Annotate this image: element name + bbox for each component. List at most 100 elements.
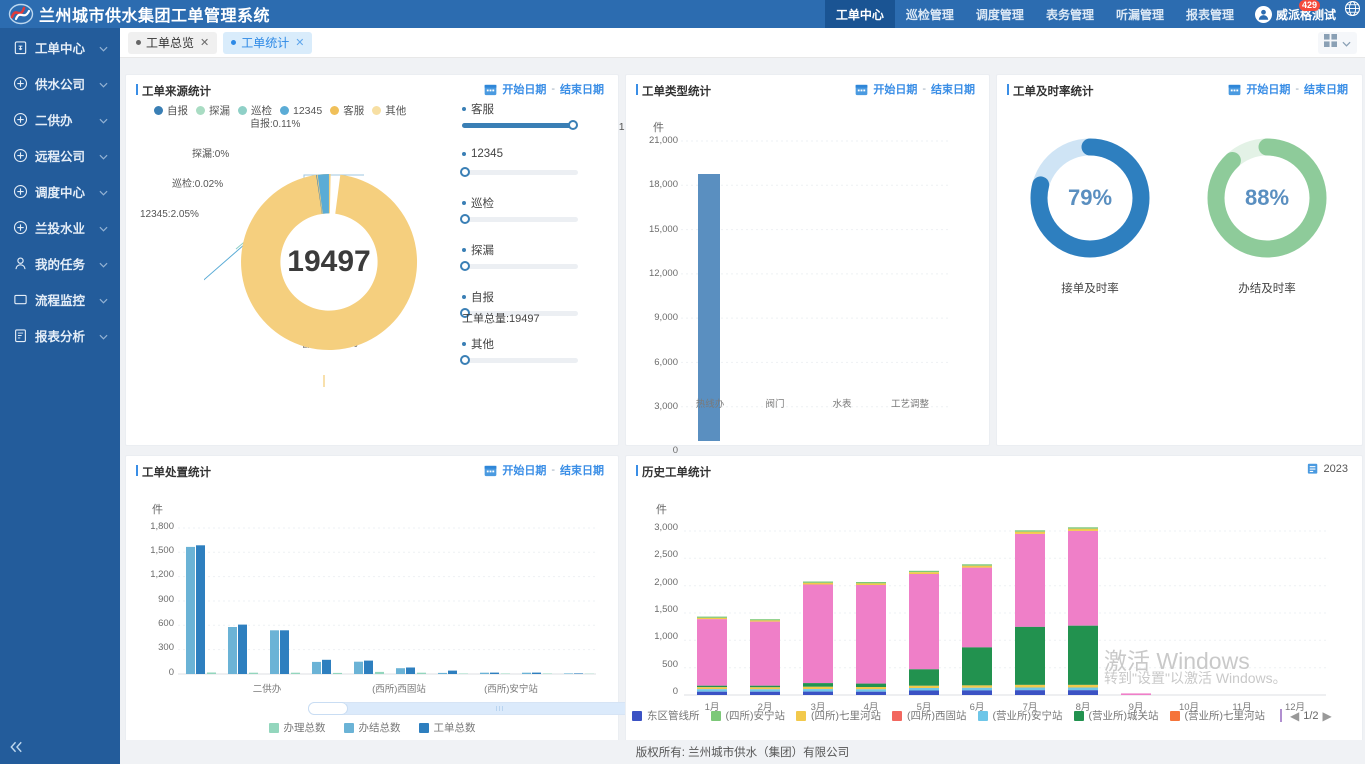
chevron-down-icon[interactable] xyxy=(99,113,108,127)
legend-item[interactable]: 巡检 xyxy=(238,103,272,118)
year-picker[interactable]: 2023 xyxy=(1307,462,1348,475)
chevron-down-icon[interactable] xyxy=(99,41,108,55)
sidebar-collapse-button[interactable] xyxy=(0,735,120,764)
sidebar-item-gongshuigongsi[interactable]: 供水公司 xyxy=(0,66,120,100)
bar-chart-disposal[interactable] xyxy=(126,520,620,700)
date-end[interactable]: 结束日期 xyxy=(560,465,604,477)
monitor-icon xyxy=(12,291,28,307)
sidebar-item-gongdanzhongxin[interactable]: 工单中心 xyxy=(0,30,120,64)
legend-item[interactable]: 办结总数 xyxy=(343,720,401,735)
topnav-item-baobiao[interactable]: 报表管理 xyxy=(1185,7,1234,22)
chevron-down-icon[interactable] xyxy=(99,77,108,91)
scrollbar-handle-left[interactable] xyxy=(308,702,348,715)
sidebar-item-woderenwu[interactable]: 我的任务 xyxy=(0,246,120,280)
date-start[interactable]: 开始日期 xyxy=(1246,84,1291,96)
legend-item[interactable]: (四所)西固站 xyxy=(892,708,967,723)
date-end[interactable]: 结束日期 xyxy=(1304,84,1348,96)
chevron-down-icon[interactable] xyxy=(99,293,108,307)
legend-item[interactable]: (四所)安宁站 xyxy=(710,708,785,723)
sidebar-item-yuanchenggongsi[interactable]: 远程公司 xyxy=(0,138,120,172)
slider-label: 自报 xyxy=(462,289,612,305)
layout-grid-toggle[interactable] xyxy=(1318,32,1357,54)
chevron-down-icon[interactable] xyxy=(99,221,108,235)
legend-item[interactable]: 办理总数 xyxy=(268,720,326,735)
slider-row-qita[interactable]: 其他 13 xyxy=(460,336,648,374)
slider-track[interactable] xyxy=(460,261,578,271)
date-start[interactable]: 开始日期 xyxy=(502,84,547,96)
chevron-down-icon[interactable] xyxy=(99,329,108,343)
slider-row-kefu[interactable]: 客服 19059 xyxy=(462,101,648,139)
user-menu[interactable]: 威派格测试 429 xyxy=(1245,0,1342,28)
close-icon[interactable]: ✕ xyxy=(200,37,210,49)
x-tick: 阀门 xyxy=(765,399,785,410)
sidebar-item-lantoushuiye[interactable]: 兰投水业 xyxy=(0,210,120,244)
topnav-item-diaodu[interactable]: 调度管理 xyxy=(975,7,1024,22)
stacked-bar-chart-history[interactable] xyxy=(626,520,1364,715)
legend-item[interactable]: 东区管线所 xyxy=(632,708,700,723)
legend-next-page-icon[interactable]: ▶ xyxy=(1322,708,1332,723)
close-icon[interactable]: ✕ xyxy=(295,37,305,49)
double-chevron-left-icon xyxy=(8,740,25,759)
bar-chart-type[interactable] xyxy=(626,131,991,441)
slider-row-tanlou[interactable]: 探漏 1 xyxy=(460,242,648,280)
legend-prev-page-icon[interactable]: ◀ xyxy=(1290,708,1300,723)
history-legend: 东区管线所 (四所)安宁站 (四所)七里河站 (四所)西固站 (营业所)安宁站 … xyxy=(632,708,1332,723)
slider-track[interactable] xyxy=(460,355,578,365)
sidebar-item-diaoduzhongxin[interactable]: 调度中心 xyxy=(0,174,120,208)
slider-track[interactable] xyxy=(460,308,578,318)
sidebar-item-ergongban[interactable]: 二供办 xyxy=(0,102,120,136)
slider-row-12345[interactable]: 12345 400 xyxy=(460,148,648,186)
date-end[interactable]: 结束日期 xyxy=(560,84,604,96)
grid-icon xyxy=(1324,34,1337,52)
tab-gongdanzonglan[interactable]: 工单总览 ✕ xyxy=(128,31,218,54)
sidebar-item-liuchengjiankong[interactable]: 流程监控 xyxy=(0,282,120,316)
chevron-down-icon[interactable] xyxy=(99,149,108,163)
topnav-item-tinglou[interactable]: 听漏管理 xyxy=(1115,7,1164,22)
topnav-item-biaowu[interactable]: 表务管理 xyxy=(1045,7,1094,22)
legend-item[interactable]: 工单总数 xyxy=(418,720,476,735)
date-end[interactable]: 结束日期 xyxy=(931,84,975,96)
topnav-item-xunjian[interactable]: 巡检管理 xyxy=(905,7,954,22)
chevron-down-icon[interactable] xyxy=(99,257,108,271)
legend-item[interactable]: (营业所)安宁站 xyxy=(977,708,1063,723)
legend-item[interactable]: (营业所)城关站 xyxy=(1073,708,1159,723)
globe-icon[interactable] xyxy=(1344,0,1361,28)
sidebar-label: 供水公司 xyxy=(35,77,86,92)
legend-item[interactable]: 探漏 xyxy=(196,103,230,118)
slider-track[interactable] xyxy=(460,167,578,177)
x-tick: (西所)安宁站 xyxy=(484,684,538,695)
y-tick: 1,200 xyxy=(150,569,174,580)
legend-item[interactable]: 其他 xyxy=(372,103,406,118)
chevron-down-icon[interactable] xyxy=(99,185,108,199)
gauge-accept-rate[interactable]: 79% xyxy=(1025,133,1155,263)
date-start[interactable]: 开始日期 xyxy=(873,84,918,96)
plus-circle-icon xyxy=(12,111,28,127)
notification-badge[interactable]: 429 xyxy=(1298,0,1320,11)
sidebar-item-baobiaofenxi[interactable]: 报表分析 xyxy=(0,318,120,352)
slider-track[interactable] xyxy=(462,120,578,130)
slider-label: 12345 xyxy=(462,148,612,160)
legend-item[interactable]: 客服 xyxy=(330,103,364,118)
date-start[interactable]: 开始日期 xyxy=(502,465,547,477)
scrollbar-window[interactable] xyxy=(345,703,647,714)
legend-item[interactable]: (四所)七里河站 xyxy=(796,708,881,723)
panel-title: 历史工单统计 xyxy=(636,464,711,480)
slider-row-xunjian[interactable]: 巡检 3 xyxy=(460,195,648,233)
gauge-completion-rate[interactable]: 88% xyxy=(1202,133,1332,263)
slider-track[interactable] xyxy=(460,214,578,224)
tab-gongdantongji[interactable]: 工单统计 ✕ xyxy=(223,31,313,54)
y-tick: 2,500 xyxy=(654,549,678,560)
pie-label-zibao: 自报:0.11% xyxy=(250,119,301,130)
date-range-picker-source[interactable]: 开始日期 - 结束日期 xyxy=(484,81,604,97)
pie-label-12345: 12345:2.05% xyxy=(140,209,199,220)
donut-chart-source[interactable]: 19497 xyxy=(197,137,454,390)
date-range-picker-disposal[interactable]: 开始日期 - 结束日期 xyxy=(484,462,604,478)
topnav-item-gongdan[interactable]: 工单中心 xyxy=(824,0,895,28)
water-logo-icon xyxy=(8,3,34,25)
legend-item[interactable]: (营业所)七里河站 xyxy=(1169,708,1265,723)
legend-item[interactable]: 自报 xyxy=(154,103,188,118)
legend-item[interactable]: 12345 xyxy=(280,105,322,117)
year-value[interactable]: 2023 xyxy=(1323,462,1348,475)
date-range-picker-type[interactable]: 开始日期 - 结束日期 xyxy=(855,81,975,97)
date-range-picker-timeliness[interactable]: 开始日期 - 结束日期 xyxy=(1228,81,1348,97)
